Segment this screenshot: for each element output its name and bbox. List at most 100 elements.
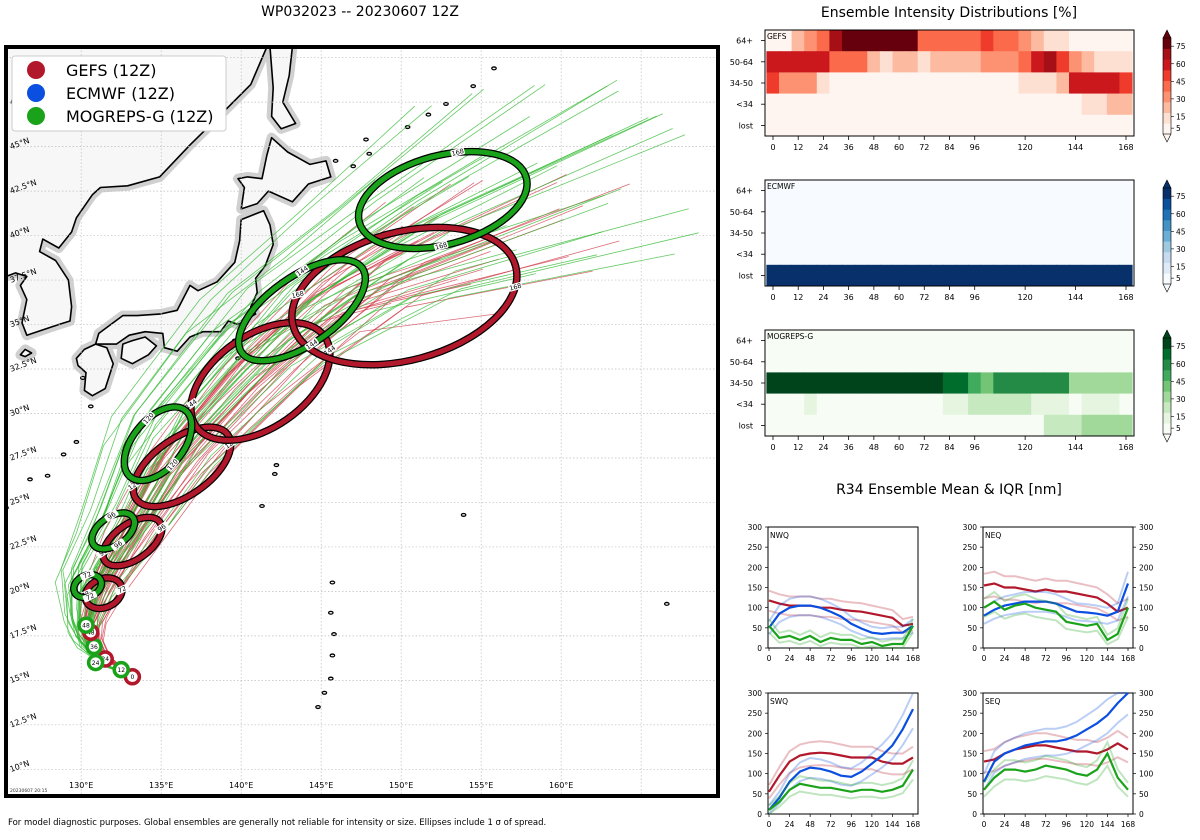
r34-mean-line-ecmwf	[983, 692, 1129, 783]
colorbar-tick-label: 5	[1176, 424, 1181, 433]
heatmap-cell	[879, 51, 894, 73]
r34-y-label: 250	[963, 709, 978, 718]
heatmap-cell	[1094, 114, 1108, 137]
heatmap-cell	[1119, 30, 1133, 52]
r34-x-label: 24	[785, 654, 795, 663]
heatmap-cell	[816, 93, 830, 116]
heatmap-cell	[854, 30, 868, 52]
intensity-x-label: 168	[1118, 143, 1133, 152]
heatmap-cell	[905, 30, 919, 52]
r34-iqr-line	[768, 740, 914, 786]
heatmap-cell	[1119, 201, 1133, 223]
heatmap-cell	[854, 351, 868, 373]
island-12	[259, 503, 265, 509]
r34-y-label-right: 300	[1139, 523, 1154, 532]
r34-y-label: 150	[748, 584, 763, 593]
r34-x-label: 120	[865, 654, 880, 663]
intensity-y-label: 64+	[736, 337, 753, 346]
colorbar-swatch	[1163, 38, 1171, 49]
heatmap-cell	[1031, 30, 1045, 52]
intensity-x-label: 36	[844, 143, 854, 152]
heatmap-cell	[854, 222, 868, 244]
r34-x-label: 120	[1080, 654, 1095, 663]
heatmap-cell	[879, 243, 894, 266]
heatmap-cell	[955, 30, 969, 52]
heatmap-cell	[1056, 201, 1070, 223]
r34-iqr-line	[983, 692, 1128, 775]
heatmap-model-name: ECMWF	[767, 182, 795, 191]
r34-x-label: 24	[1000, 820, 1010, 829]
heatmap-cell	[930, 243, 944, 266]
heatmap-cell	[968, 330, 982, 352]
ellipse-label: 168	[434, 241, 448, 252]
heatmap-cell	[779, 114, 793, 137]
heatmap-cell	[1081, 414, 1095, 437]
r34-x-label: 96	[1062, 820, 1072, 829]
r34-iqr-line	[768, 764, 914, 800]
heatmap-cell	[980, 243, 994, 266]
r34-x-label: 0	[767, 654, 772, 663]
heatmap-cell	[867, 72, 881, 94]
intensity-x-label: 0	[770, 293, 775, 302]
heatmap-cell	[892, 414, 906, 437]
r34-mean-line-mogreps	[768, 769, 914, 811]
intensity-y-label: 50-64	[730, 358, 753, 367]
heatmap-cell	[930, 201, 944, 223]
island-5	[27, 477, 33, 482]
heatmap-cell	[1069, 264, 1083, 287]
heatmap-cell	[955, 351, 969, 373]
heatmap-cell	[968, 180, 982, 202]
heatmap-cell	[993, 414, 1007, 437]
ellipse-label: 168	[291, 289, 305, 300]
r34-iqr-line	[768, 595, 914, 630]
island-10	[273, 463, 280, 468]
intensity-x-label: 96	[970, 293, 980, 302]
heatmap-cell	[779, 180, 793, 202]
heatmap-cell	[1005, 30, 1020, 52]
r34-y-label: 200	[963, 729, 978, 738]
heatmap-cell	[842, 180, 856, 202]
heatmap-cell	[1119, 243, 1133, 266]
kyushu-island	[75, 343, 114, 397]
heatmap-cell	[816, 72, 830, 94]
island-14	[327, 610, 334, 615]
intensity-x-label: 0	[770, 143, 775, 152]
heatmap-cell	[1018, 72, 1032, 94]
ellipse-label: 72	[117, 584, 128, 595]
colorbar-tick-label: 5	[1176, 274, 1181, 283]
colorbar-tick-label: 60	[1176, 210, 1186, 219]
heatmap-cell	[1018, 351, 1032, 373]
heatmap-cell	[905, 243, 919, 266]
intensity-x-label: 12	[793, 143, 803, 152]
heatmap-cell	[842, 93, 856, 116]
heatmap-cell	[993, 93, 1007, 116]
colorbar-tick-label: 60	[1176, 360, 1186, 369]
heatmap-cell	[917, 180, 931, 202]
heatmap-cell	[804, 180, 818, 202]
island-24	[350, 164, 357, 169]
r34-y-label: 0	[757, 644, 762, 653]
r34-x-label: 24	[1000, 654, 1010, 663]
r34-iqr-line	[768, 589, 914, 621]
ellipse-label: 168	[508, 282, 522, 293]
heatmap-cell	[1031, 114, 1045, 137]
heatmap-cell	[1056, 114, 1070, 137]
heatmap-cell	[942, 393, 957, 416]
r34-y-label: 300	[748, 689, 763, 698]
lon-tick-label: 150°E	[389, 781, 413, 790]
heatmap-cell	[1094, 393, 1108, 416]
heatmap-cell	[1106, 30, 1120, 52]
heatmap-cell	[1005, 201, 1020, 223]
heatmap-cell	[1005, 222, 1020, 244]
heatmap-cell	[968, 351, 982, 373]
r34-x-label: 48	[1020, 820, 1030, 829]
heatmap-cell	[1043, 372, 1057, 394]
heatmap-cell	[955, 114, 969, 137]
heatmap-cell	[1031, 72, 1045, 94]
heatmap-cell	[1106, 243, 1120, 266]
footnote: For model diagnostic purposes. Global en…	[8, 818, 547, 828]
ellipse-label-bg	[508, 281, 523, 292]
r34-y-label: 200	[748, 563, 763, 572]
ellipse-label-bg	[165, 457, 180, 472]
heatmap-cell	[892, 351, 906, 373]
